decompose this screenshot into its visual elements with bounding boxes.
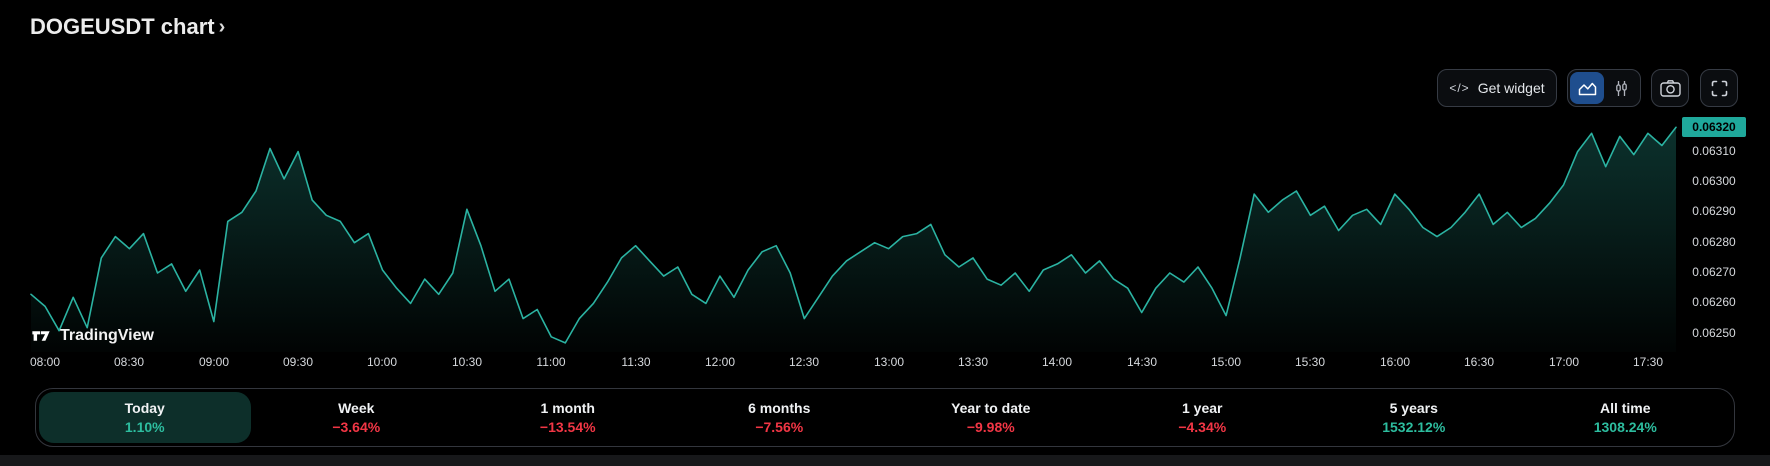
time-axis-label: 15:00 <box>1210 355 1242 369</box>
period-value: 1532.12% <box>1382 419 1446 435</box>
snapshot-camera-button[interactable] <box>1651 69 1689 107</box>
period-item[interactable]: 1 year −4.34% <box>1097 392 1309 443</box>
get-widget-label: Get widget <box>1477 80 1545 96</box>
camera-icon <box>1659 79 1681 97</box>
price-axis-label: 0.06310 <box>1692 144 1736 158</box>
time-axis-label: 17:30 <box>1632 355 1664 369</box>
code-icon: </> <box>1449 81 1470 95</box>
time-axis-label: 15:30 <box>1294 355 1326 369</box>
period-label: 5 years <box>1389 400 1438 416</box>
area-chart-icon <box>1578 81 1597 96</box>
price-axis-label: 0.06280 <box>1692 235 1736 249</box>
page-title[interactable]: DOGEUSDT chart › <box>30 14 225 40</box>
price-axis-label: 0.06260 <box>1692 295 1736 309</box>
time-axis-label: 08:30 <box>113 355 145 369</box>
time-axis-label: 11:00 <box>536 355 566 369</box>
time-axis-label: 10:30 <box>451 355 483 369</box>
period-item[interactable]: All time 1308.24% <box>1520 392 1732 443</box>
price-axis-label: 0.06300 <box>1692 174 1736 188</box>
candles-icon <box>1614 80 1629 97</box>
period-item[interactable]: Week −3.64% <box>251 392 463 443</box>
get-widget-button[interactable]: </> Get widget <box>1437 69 1557 107</box>
time-axis-label: 16:30 <box>1463 355 1495 369</box>
chart-type-toggle <box>1567 69 1641 107</box>
price-axis-label: 0.06270 <box>1692 265 1736 279</box>
price-axis[interactable]: 0.06310 0.06300 0.06290 0.06280 0.06270 0.062… <box>1680 100 1770 360</box>
time-axis[interactable]: 08:00 08:30 09:00 09:30 10:00 10:30 11:00 11:30… <box>0 355 1770 371</box>
time-axis-label: 13:00 <box>873 355 905 369</box>
period-value: −7.56% <box>755 419 804 435</box>
period-value: −9.98% <box>966 419 1015 435</box>
time-axis-label: 08:00 <box>29 355 61 369</box>
period-label: Week <box>338 400 375 416</box>
time-axis-label: 09:00 <box>198 355 230 369</box>
time-axis-label: 12:30 <box>788 355 820 369</box>
period-label: 1 year <box>1182 400 1223 416</box>
period-item[interactable]: Today 1.10% <box>39 392 251 443</box>
tradingview-logo-icon <box>30 325 52 347</box>
time-axis-label: 17:00 <box>1548 355 1580 369</box>
time-axis-label: 16:00 <box>1379 355 1411 369</box>
period-label: Today <box>124 400 165 416</box>
price-axis-label: 0.06290 <box>1692 204 1736 218</box>
period-item[interactable]: 6 months −7.56% <box>674 392 886 443</box>
chart-area-fill <box>31 127 1676 352</box>
period-value: −13.54% <box>539 419 596 435</box>
period-label: All time <box>1599 400 1651 416</box>
tradingview-logo[interactable]: TradingView <box>30 325 154 347</box>
chevron-right-icon: › <box>218 16 226 38</box>
period-value: −3.64% <box>332 419 381 435</box>
period-label: Year to date <box>951 400 1031 416</box>
current-price-badge: 0.06320 <box>1682 117 1746 137</box>
time-axis-label: 14:00 <box>1041 355 1073 369</box>
page-title-text: DOGEUSDT chart <box>30 14 215 39</box>
period-item[interactable]: Year to date −9.98% <box>885 392 1097 443</box>
period-value: 1308.24% <box>1593 419 1657 435</box>
time-axis-label: 10:00 <box>366 355 398 369</box>
period-item[interactable]: 5 years 1532.12% <box>1308 392 1520 443</box>
time-axis-label: 11:30 <box>621 355 651 369</box>
area-chart-type-button[interactable] <box>1570 72 1604 104</box>
period-label: 1 month <box>540 400 595 416</box>
time-axis-label: 14:30 <box>1126 355 1158 369</box>
fullscreen-icon <box>1711 80 1728 97</box>
chart-line <box>30 126 1677 344</box>
candles-chart-type-button[interactable] <box>1604 72 1638 104</box>
period-label: 6 months <box>748 400 811 416</box>
price-axis-label: 0.06250 <box>1692 326 1736 340</box>
period-value: 1.10% <box>124 419 165 435</box>
page-background-strip <box>0 455 1770 466</box>
period-selector: Today 1.10% Week −3.64% 1 month −13.54% … <box>35 388 1735 447</box>
time-axis-label: 13:30 <box>957 355 989 369</box>
tradingview-logo-text: TradingView <box>60 327 154 344</box>
period-item[interactable]: 1 month −13.54% <box>462 392 674 443</box>
fullscreen-button[interactable] <box>1700 69 1738 107</box>
time-axis-label: 09:30 <box>282 355 314 369</box>
period-value: −4.34% <box>1178 419 1227 435</box>
time-axis-label: 12:00 <box>704 355 736 369</box>
toolbar: </> Get widget <box>0 69 1770 107</box>
